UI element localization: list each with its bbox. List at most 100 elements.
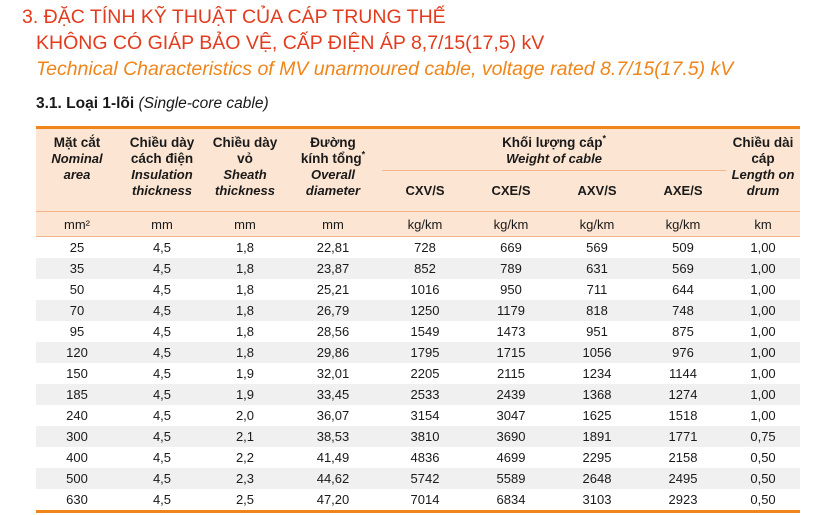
header-sheath: Chiều dày vỏ Sheath thickness [206, 126, 284, 212]
table-row: 400 4,5 2,2 41,49 4836 4699 2295 2158 0,50 [36, 447, 800, 468]
unit-cell: mm² [36, 211, 118, 237]
table-cell: 32,01 [316, 366, 350, 381]
table-cell: 2115 [497, 366, 525, 381]
table-cell: 1,8 [206, 258, 284, 279]
table-cell: 2439 [468, 384, 554, 405]
table-cell: 569 [640, 258, 727, 279]
table-cell: 41,49 [316, 450, 350, 465]
table-cell: 36,07 [316, 408, 350, 423]
table-cell: 950 [500, 282, 522, 297]
table-cell: 28,56 [316, 324, 350, 339]
table-cell: 4,5 [118, 384, 206, 405]
table-cell: 3810 [382, 426, 468, 447]
title-line-1: 3. ĐẶC TÍNH KỸ THUẬT CỦA CÁP TRUNG THẾ [22, 6, 446, 28]
table-cell: 35 [36, 258, 118, 279]
table-cell: 1144 [669, 366, 697, 381]
table-row: 25 4,5 1,8 22,81 728 669 569 509 1,00 [36, 237, 800, 259]
table-cell: 2533 [382, 384, 468, 405]
table-cell: 2495 [640, 468, 727, 489]
table-cell: 0,50 [726, 468, 801, 489]
table-cell: 1,00 [726, 300, 801, 321]
header-diameter: Đường kính tổng* Overall diameter [284, 126, 382, 212]
table-cell: 1715 [468, 342, 554, 363]
table-cell: 4,5 [118, 426, 206, 447]
table-cell: 0,75 [726, 426, 801, 447]
table-cell: 4,5 [118, 258, 206, 279]
table-cell: 4,5 [152, 408, 172, 423]
table-row: 120 4,5 1,8 29,86 1795 1715 1056 976 1,00 [36, 342, 801, 363]
table-row: 35 4,5 1,8 23,87 852 789 631 569 1,00 [36, 258, 801, 279]
table-cell: 711 [586, 282, 608, 297]
table-cell: 23,87 [284, 258, 382, 279]
section-subtitle: 3.1. Loại 1-lõi (Single-core cable) [36, 95, 269, 113]
table-cell: 2295 [582, 450, 612, 465]
table-cell: 95 [69, 324, 85, 339]
table-cell: 2,2 [235, 450, 255, 465]
table-cell: 1,8 [235, 282, 255, 297]
table-cell: 728 [414, 240, 436, 255]
table-cell: 300 [36, 426, 118, 447]
table-cell: 1625 [582, 408, 612, 423]
table-cell: 1,8 [235, 324, 255, 339]
title-line-2: KHÔNG CÓ GIÁP BẢO VỆ, CẤP ĐIỆN ÁP 8,7/15… [36, 32, 545, 54]
table-cell: 29,86 [284, 342, 382, 363]
table-cell: 4,5 [152, 240, 172, 255]
table-cell: 400 [66, 450, 88, 465]
table-cell: 25 [69, 240, 85, 255]
header-weight-axv: AXV/S [554, 169, 640, 212]
table-cell: 70 [36, 300, 118, 321]
table-cell: 1,00 [726, 384, 801, 405]
table-row: 150 4,5 1,9 32,01 2205 2115 1234 1144 1,00 [36, 363, 800, 384]
unit-cell: mm [284, 211, 382, 237]
table-row: 240 4,5 2,0 36,07 3154 3047 1625 1518 1,00 [36, 405, 800, 426]
table-cell: 2,1 [206, 426, 284, 447]
table-cell: 3047 [496, 408, 526, 423]
table-cell: 4,5 [152, 282, 172, 297]
unit-cell: kg/km [468, 211, 554, 237]
table-cell: 4836 [410, 450, 440, 465]
table-cell: 1518 [668, 408, 698, 423]
title-line-3: Technical Characteristics of MV unarmour… [36, 58, 734, 80]
table-row: 50 4,5 1,8 25,21 1016 950 711 644 1,00 [36, 279, 800, 300]
table-cell: 2,0 [235, 408, 255, 423]
table-cell: 4,5 [152, 450, 172, 465]
table-cell: 1056 [554, 342, 640, 363]
table-cell: 6834 [468, 489, 554, 513]
table-cell: 500 [36, 468, 118, 489]
header-weight: Khối lượng cáp* Weight of cable [382, 126, 727, 171]
table-cell: 44,62 [284, 468, 382, 489]
table-cell: 1,00 [750, 324, 776, 339]
table-cell: 2648 [554, 468, 640, 489]
table-cell: 1549 [410, 324, 440, 339]
table-cell: 852 [382, 258, 468, 279]
table-cell: 2158 [668, 450, 698, 465]
table-cell: 509 [672, 240, 694, 255]
unit-cell: kg/km [640, 211, 727, 237]
table-cell: 1795 [382, 342, 468, 363]
table-cell: 1,00 [726, 258, 801, 279]
table-cell: 1274 [640, 384, 727, 405]
table-cell: 569 [586, 240, 608, 255]
table-cell: 0,50 [750, 450, 776, 465]
table-cell: 951 [586, 324, 608, 339]
table-cell: 4,5 [118, 342, 206, 363]
table-row: 300 4,5 2,1 38,53 3810 3690 1891 1771 0,75 [36, 426, 801, 447]
table-cell: 976 [640, 342, 727, 363]
cable-spec-table: Mặt cắt Nominal area Chiều dày cách điện… [36, 126, 801, 513]
table-cell: 33,45 [284, 384, 382, 405]
table-cell: 1,8 [206, 300, 284, 321]
table-cell: 1891 [554, 426, 640, 447]
units-row: mm² mm mm mm kg/km kg/km kg/km kg/km km [36, 211, 801, 237]
table-cell: 4,5 [152, 366, 172, 381]
table-cell: 1,8 [235, 240, 255, 255]
table-body: 25 4,5 1,8 22,81 728 669 569 509 1,00 35 4,5 1,8 23,… [36, 237, 801, 513]
unit-cell: kg/km [554, 211, 640, 237]
table-cell: 1368 [554, 384, 640, 405]
table-cell: 4,5 [118, 300, 206, 321]
header-weight-cxe: CXE/S [468, 169, 554, 212]
unit-cell: mm [206, 211, 284, 237]
unit-cell: mm [118, 211, 206, 237]
table-cell: 3690 [468, 426, 554, 447]
header-area: Mặt cắt Nominal area [36, 126, 118, 212]
table-cell: 1,00 [750, 408, 776, 423]
